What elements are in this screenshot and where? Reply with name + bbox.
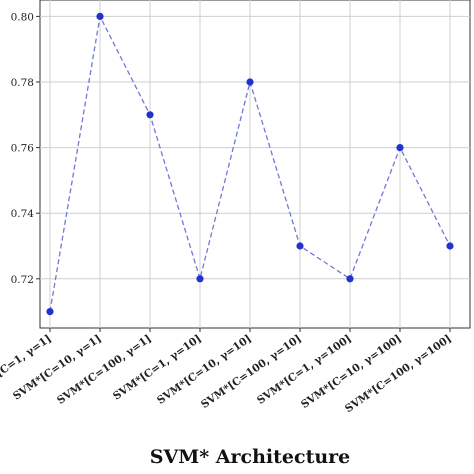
x-axis-title: SVM* Architecture	[150, 446, 351, 468]
x-tick-label: SVM*[C=10, γ=10]	[155, 333, 254, 407]
y-axis-ticks: 0.72 0.74 0.76 0.78 0.80	[11, 11, 40, 286]
x-tick-label: SVM*[C=1, γ=10]	[111, 333, 204, 403]
data-point	[146, 111, 154, 119]
plot-area	[39, 0, 471, 329]
data-point	[296, 242, 304, 250]
x-tick-label: SVM*[C=100, γ=1]	[55, 333, 154, 407]
x-tick-label: SVM*[C=100, γ=10]	[199, 333, 304, 411]
data-point	[346, 275, 354, 283]
y-tick-label: 0.74	[11, 208, 35, 220]
series-markers	[46, 12, 454, 316]
y-tick-label: 0.72	[11, 274, 34, 286]
x-axis-ticks: SVM*[C=1, γ=1]SVM*[C=10, γ=1]SVM*[C=100,…	[0, 328, 454, 415]
x-tick-label: SVM*[C=10, γ=1]	[11, 333, 104, 403]
data-point	[246, 78, 254, 86]
data-point	[446, 242, 454, 250]
x-tick-label: SVM*[C=1, γ=100]	[255, 333, 354, 407]
data-point	[396, 144, 404, 152]
y-tick-label: 0.80	[11, 11, 34, 23]
data-point	[196, 275, 204, 283]
data-point	[46, 308, 54, 316]
y-tick-label: 0.78	[11, 77, 34, 89]
grid-lines	[40, 0, 470, 328]
data-point	[96, 12, 104, 20]
y-tick-label: 0.76	[11, 143, 35, 155]
